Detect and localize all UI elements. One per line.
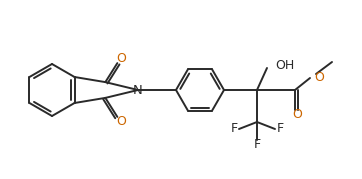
Text: F: F bbox=[231, 122, 237, 136]
Text: OH: OH bbox=[275, 59, 294, 71]
Text: F: F bbox=[253, 139, 261, 151]
Text: F: F bbox=[277, 122, 283, 136]
Text: O: O bbox=[117, 115, 126, 128]
Text: N: N bbox=[133, 83, 143, 96]
Text: O: O bbox=[292, 108, 302, 122]
Text: O: O bbox=[117, 52, 126, 65]
Text: O: O bbox=[314, 71, 324, 83]
